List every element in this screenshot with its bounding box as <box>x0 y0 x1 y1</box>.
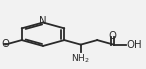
Text: O: O <box>1 39 9 49</box>
Text: NH$_2$: NH$_2$ <box>71 53 90 65</box>
Text: O: O <box>108 31 117 41</box>
Text: N: N <box>39 16 47 26</box>
Text: OH: OH <box>126 40 142 50</box>
